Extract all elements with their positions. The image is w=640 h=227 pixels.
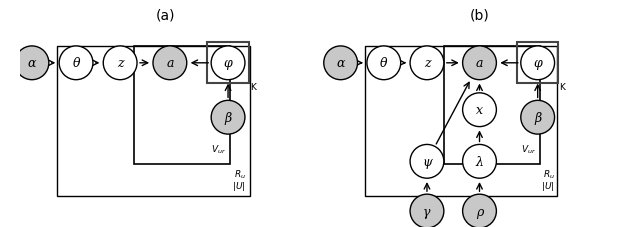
Circle shape (521, 101, 555, 135)
Text: a: a (476, 57, 483, 70)
Circle shape (15, 47, 49, 80)
Text: $V_{ur}$: $V_{ur}$ (211, 143, 226, 155)
Text: θ: θ (380, 57, 388, 70)
Circle shape (410, 47, 444, 80)
Text: $|U|$: $|U|$ (232, 180, 246, 192)
Text: λ: λ (476, 155, 483, 168)
Bar (58, 47, 250, 196)
Text: ψ: ψ (422, 155, 432, 168)
Text: $V_{ur}$: $V_{ur}$ (521, 143, 536, 155)
Circle shape (324, 47, 358, 80)
Circle shape (367, 47, 401, 80)
Circle shape (463, 194, 497, 227)
Text: γ: γ (423, 205, 431, 218)
Text: (a): (a) (156, 8, 175, 22)
Text: φ: φ (533, 57, 542, 70)
Text: $R_u$: $R_u$ (543, 168, 555, 180)
Circle shape (521, 47, 555, 80)
Text: ρ: ρ (476, 205, 483, 218)
Circle shape (410, 194, 444, 227)
Circle shape (103, 47, 137, 80)
Circle shape (211, 47, 245, 80)
Bar (365, 47, 557, 196)
Bar (134, 47, 230, 164)
Circle shape (410, 145, 444, 178)
Circle shape (463, 145, 497, 178)
Text: z: z (424, 57, 430, 70)
Text: $R_u$: $R_u$ (234, 168, 246, 180)
Circle shape (153, 47, 187, 80)
Text: z: z (117, 57, 124, 70)
Text: α: α (28, 57, 36, 70)
Text: a: a (166, 57, 173, 70)
Text: α: α (337, 57, 345, 70)
Text: θ: θ (72, 57, 80, 70)
Text: β: β (225, 111, 232, 124)
Circle shape (211, 101, 245, 135)
Text: x: x (476, 104, 483, 117)
Circle shape (463, 94, 497, 127)
Circle shape (463, 47, 497, 80)
Text: K: K (559, 82, 565, 91)
Bar (207, 43, 249, 84)
Circle shape (59, 47, 93, 80)
Text: β: β (534, 111, 541, 124)
Text: (b): (b) (470, 8, 490, 22)
Bar (517, 43, 558, 84)
Bar (444, 47, 540, 164)
Text: $|U|$: $|U|$ (541, 180, 555, 192)
Text: K: K (250, 82, 255, 91)
Text: φ: φ (223, 57, 232, 70)
